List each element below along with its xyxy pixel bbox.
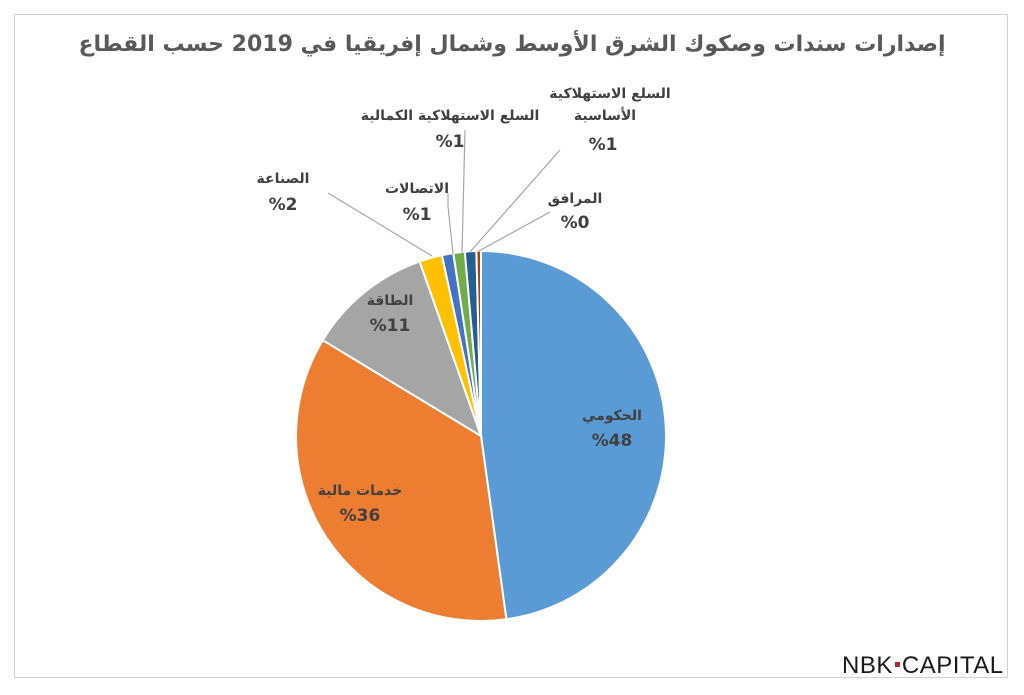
pie-slice-1 <box>295 338 508 622</box>
slice-label-7: المرافق <box>548 191 603 207</box>
slice-label-3: الصناعة <box>257 171 310 187</box>
brand-right: CAPITAL <box>901 652 1004 679</box>
slice-value-0: %48 <box>592 431 633 451</box>
slice-label-2: الطاقة <box>367 293 414 309</box>
slice-label-6-a: السلع الاستهلاكية <box>549 86 670 102</box>
nbk-capital-logo: NBK CAPITAL <box>842 652 1004 680</box>
leader-line-4 <box>447 193 454 255</box>
brand-dot-icon <box>894 661 900 667</box>
leader-line-3 <box>327 192 433 257</box>
slice-label-4: الاتصالات <box>385 181 449 197</box>
leader-line-6 <box>469 149 561 253</box>
pie-slice-2 <box>321 260 483 439</box>
leader-line-7 <box>476 211 551 253</box>
slice-value-5: %1 <box>436 132 465 152</box>
slice-value-7: %0 <box>561 213 590 233</box>
slice-value-6: %1 <box>589 135 618 155</box>
slice-label-1: خدمات مالية <box>318 483 402 499</box>
slice-label-0: الحكومي <box>582 408 642 424</box>
slice-label-5: السلع الاستهلاكية الكمالية <box>361 108 540 124</box>
brand-left: NBK <box>842 652 893 679</box>
slice-value-1: %36 <box>340 506 381 526</box>
chart-title: إصدارات سندات وصكوك الشرق الأوسط وشمال إ… <box>78 32 946 57</box>
slice-label-6-b: الأساسية <box>574 107 636 124</box>
slice-value-3: %2 <box>269 195 298 215</box>
slice-value-2: %11 <box>370 316 411 336</box>
pie-slice-0 <box>480 249 667 621</box>
slice-value-4: %1 <box>403 205 432 225</box>
leader-line-5 <box>461 129 466 254</box>
